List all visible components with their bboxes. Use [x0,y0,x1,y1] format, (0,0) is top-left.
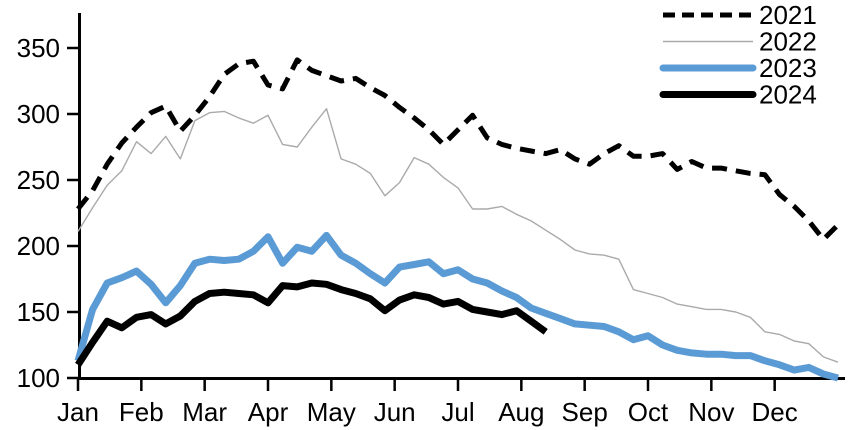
y-tick-label: 300 [17,99,60,129]
series-line-2022 [77,107,839,363]
x-tick-label: Mar [182,397,227,427]
x-tick-label: Apr [248,397,289,427]
legend-label-2023: 2023 [759,53,817,83]
x-tick-label: Jan [57,397,99,427]
x-tick-label: Oct [628,397,669,427]
y-tick-label: 350 [17,33,60,63]
x-tick-label: Nov [688,397,734,427]
series-line-2024 [75,279,548,367]
x-tick-label: Dec [752,397,798,427]
x-tick-label: May [307,397,356,427]
legend-label-2021: 2021 [759,0,817,30]
x-tick-label: Jul [441,397,474,427]
y-tick-label: 250 [17,165,60,195]
x-tick-label: Feb [119,397,164,427]
x-tick-label: Jun [374,397,416,427]
y-tick-label: 200 [17,231,60,261]
y-tick-label: 150 [17,297,60,327]
series-line-2021 [76,57,840,242]
x-tick-label: Sep [562,397,608,427]
legend-label-2024: 2024 [759,80,817,110]
y-tick-label: 100 [17,363,60,393]
x-tick-label: Aug [498,397,544,427]
series-line-2023 [74,231,839,382]
legend-label-2022: 2022 [759,27,817,57]
